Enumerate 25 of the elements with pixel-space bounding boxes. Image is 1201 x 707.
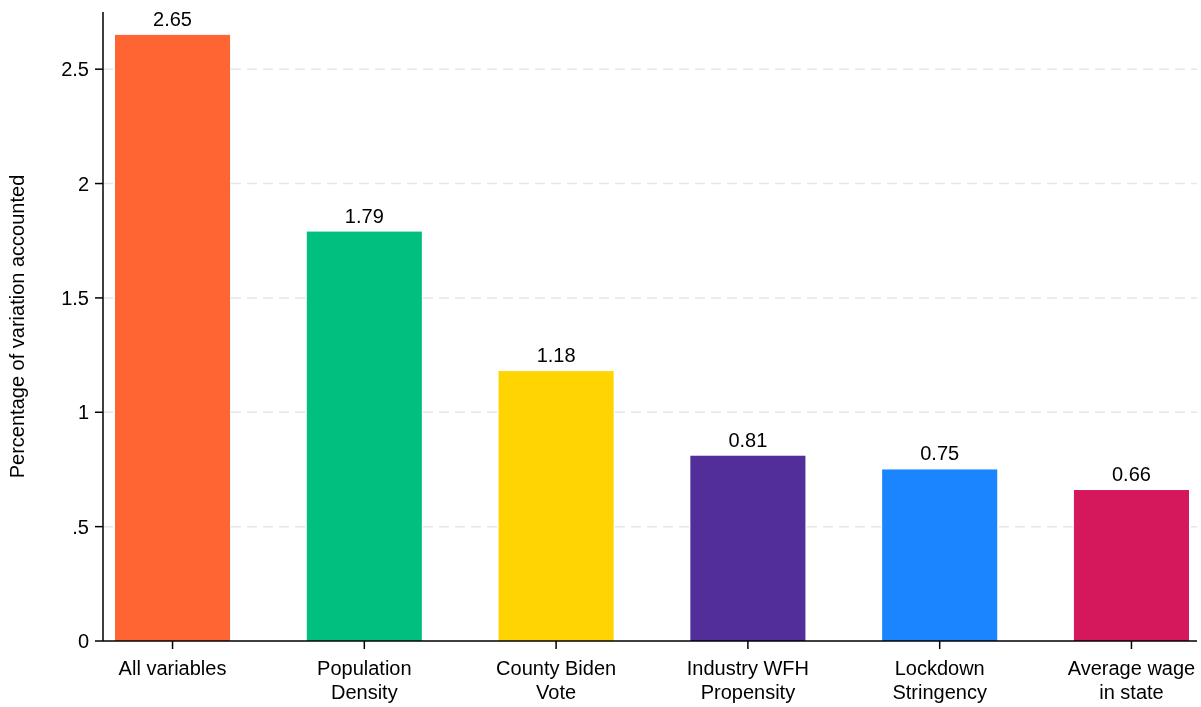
bar [498,371,614,641]
data-label: 1.18 [536,344,576,367]
x-tick-label: Lockdown Stringency [892,657,987,703]
x-tick-label: County Biden Vote [496,657,617,703]
data-label: 0.81 [728,428,768,451]
y-tick-label: 1 [77,401,89,424]
y-tick-label: 2.5 [61,58,89,81]
y-tick-label: 0 [77,630,89,652]
x-tick-label: Average wage in state [1067,657,1196,703]
bar [1073,490,1189,641]
bar [882,469,998,641]
data-label: 0.75 [920,442,960,465]
data-label: 2.65 [153,7,192,30]
x-tick-label: Population Density [317,657,412,703]
y-tick-label: .5 [72,515,89,538]
y-tick-label: 2 [77,172,89,195]
x-tick-label: All variables [118,657,227,679]
y-axis-title: Percentage of variation accounted [6,174,28,479]
bar [115,34,231,641]
data-label: 1.79 [344,204,384,227]
bar [306,231,422,641]
x-tick-label: Industry WFH Propensity [686,657,810,703]
data-label: 0.66 [1112,463,1151,486]
y-tick-label: 1.5 [61,286,89,309]
bar [690,455,806,641]
